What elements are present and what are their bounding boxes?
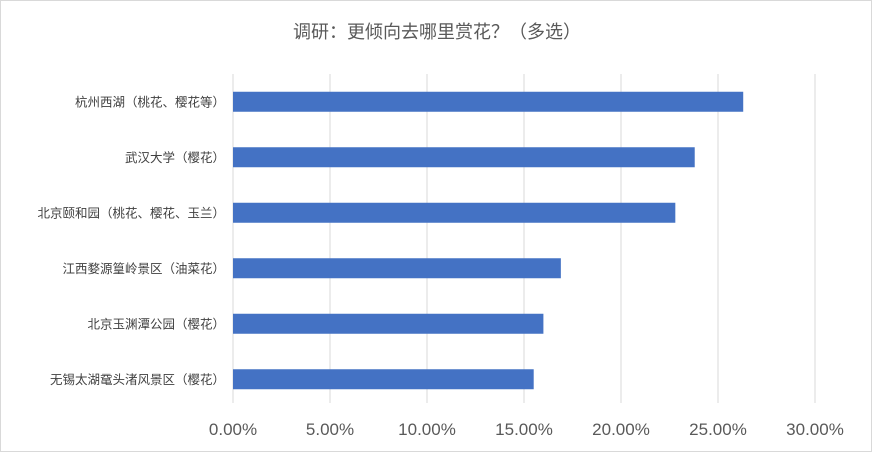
bar: [233, 313, 544, 334]
category-label: 江西婺源篁岭景区（油菜花）: [62, 261, 225, 276]
x-tick-label: 20.00%: [592, 420, 650, 439]
x-tick-label: 10.00%: [398, 420, 456, 439]
x-tick-label: 25.00%: [689, 420, 747, 439]
x-tick-label: 0.00%: [209, 420, 257, 439]
bar: [233, 91, 744, 112]
chart-title: 调研：更倾向去哪里赏花？（多选）: [293, 22, 581, 43]
category-label: 杭州西湖（桃花、樱花等）: [75, 94, 225, 109]
bars: [233, 91, 744, 390]
x-axis-tick-labels: 0.00% 5.00% 10.00% 15.00% 20.00% 25.00% 30.00%: [209, 420, 844, 439]
category-label: 北京颐和园（桃花、樱花、玉兰）: [37, 205, 225, 220]
gridlines: [232, 74, 816, 403]
bar: [233, 369, 534, 390]
category-label: 无锡太湖鼋头渚风景区（樱花）: [50, 372, 225, 387]
category-labels: 杭州西湖（桃花、樱花等） 武汉大学（樱花） 北京颐和园（桃花、樱花、玉兰） 江西婺源篁…: [37, 94, 225, 387]
x-tick-label: 5.00%: [306, 420, 354, 439]
bar: [233, 258, 561, 279]
category-label: 武汉大学（樱花）: [125, 150, 225, 165]
bar: [233, 202, 676, 223]
x-tick-label: 30.00%: [786, 420, 844, 439]
category-label: 北京玉渊潭公园（樱花）: [87, 316, 225, 331]
bar: [233, 147, 695, 168]
x-tick-label: 15.00%: [495, 420, 553, 439]
